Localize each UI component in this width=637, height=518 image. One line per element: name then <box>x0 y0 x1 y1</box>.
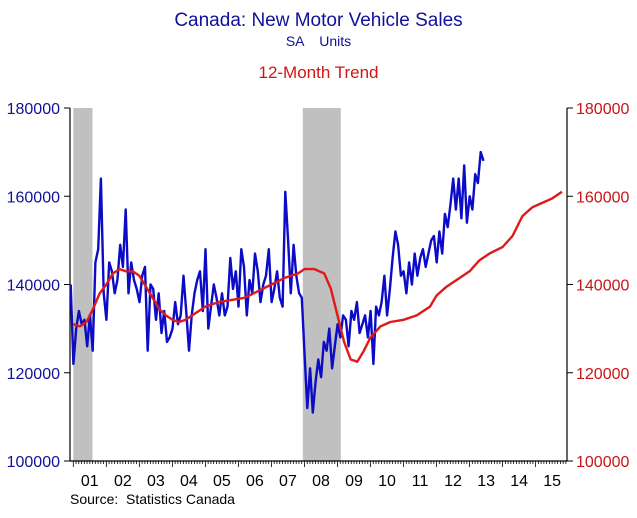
x-tick-label: 14 <box>510 473 528 490</box>
y-tick-label-left: 120000 <box>7 366 60 383</box>
y-tick-label-left: 100000 <box>7 454 60 471</box>
y-tick-label-left: 140000 <box>7 278 60 295</box>
x-tick-label: 10 <box>378 473 396 490</box>
x-tick-label: 12 <box>444 473 462 490</box>
recession-band <box>302 108 341 461</box>
y-tick-label-right: 180000 <box>576 101 629 118</box>
x-tick-label: 11 <box>412 473 429 490</box>
y-tick-label-left: 180000 <box>7 101 60 118</box>
x-tick-label: 06 <box>246 473 264 490</box>
chart-title: Canada: New Motor Vehicle Sales <box>174 10 463 31</box>
x-tick-label: 07 <box>279 473 297 490</box>
x-tick-label: 08 <box>312 473 330 490</box>
x-tick-label: 05 <box>213 473 231 490</box>
monthly-sales-line <box>69 150 485 414</box>
x-tick-label: 01 <box>81 473 99 490</box>
y-tick-label-right: 160000 <box>576 189 629 206</box>
recession-band <box>73 108 93 461</box>
x-tick-label: 13 <box>477 473 495 490</box>
x-tick-label: 15 <box>543 473 561 490</box>
x-tick-label: 02 <box>114 473 132 490</box>
x-tick-label: 04 <box>180 473 198 490</box>
y-tick-label-left: 160000 <box>7 189 60 206</box>
y-tick-label-right: 100000 <box>576 454 629 471</box>
x-tick-label: 03 <box>147 473 165 490</box>
chart-source: Source: Statistics Canada <box>70 491 235 507</box>
chart-series <box>69 150 563 414</box>
trend-line <box>72 190 563 363</box>
x-tick-label: 09 <box>345 473 363 490</box>
recession-bands <box>73 108 341 461</box>
chart-subtitle: SA Units <box>285 33 352 49</box>
y-tick-label-right: 120000 <box>576 366 629 383</box>
chart-axes: 100000 100000 120000 120000 140000 140000 1600… <box>7 101 630 490</box>
y-tick-label-right: 140000 <box>576 278 629 295</box>
trend-legend-label: 12-Month Trend <box>258 63 379 82</box>
